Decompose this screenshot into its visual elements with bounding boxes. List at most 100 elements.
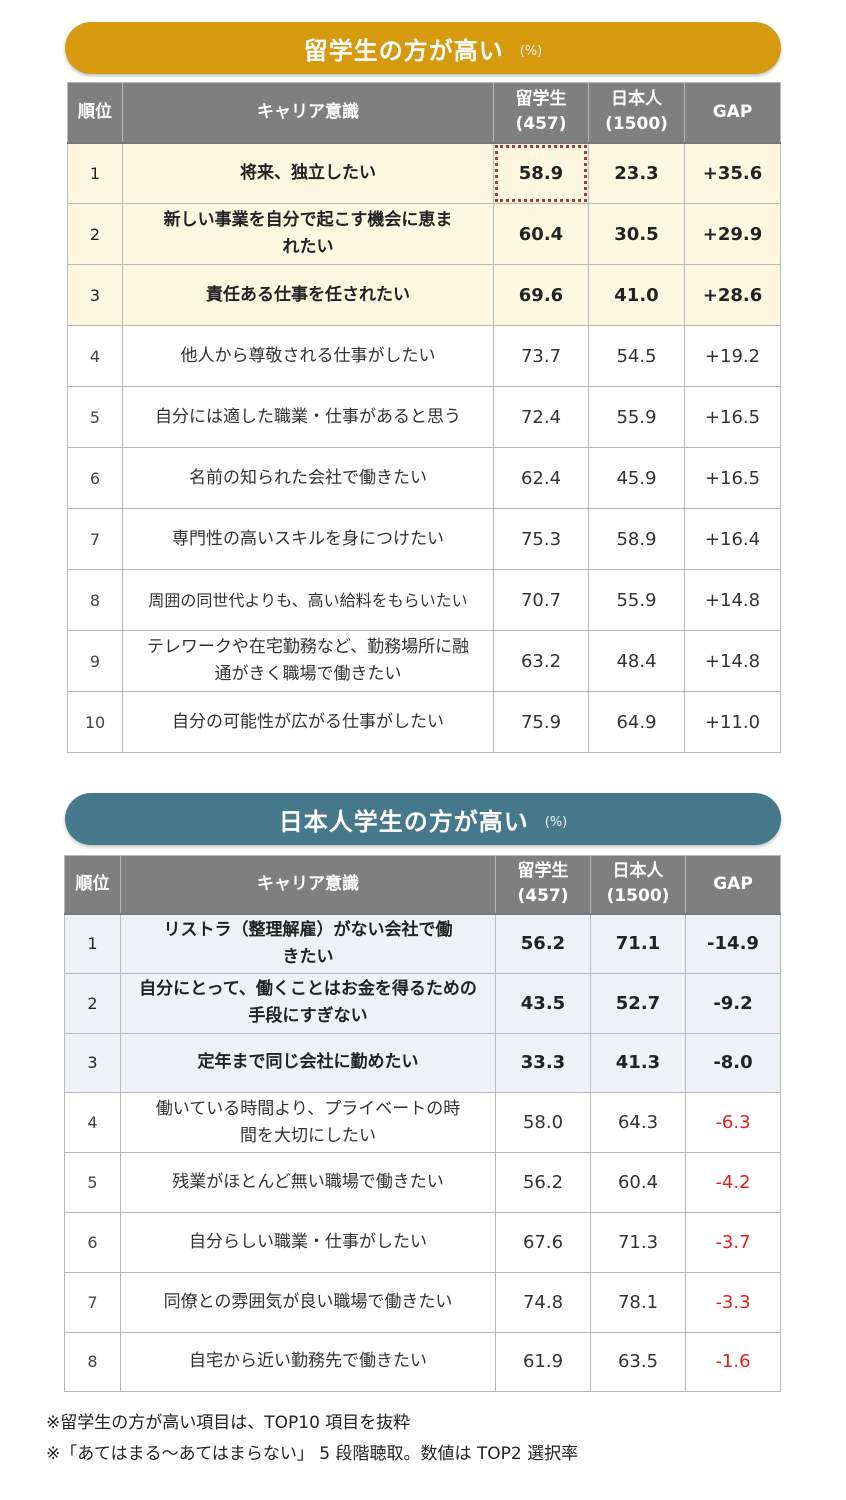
table-row: 6 自分らしい職業・仕事がしたい 67.6 71.3 -3.7 — [64, 1211, 781, 1273]
row-item: テレワークや在宅勤務など、勤務場所に融通がきく職場で働きたい — [122, 630, 494, 692]
row-rank: 3 — [64, 1032, 121, 1094]
row-rank: 7 — [67, 508, 123, 570]
row-item: 名前の知られた会社で働きたい — [122, 447, 494, 509]
row-gap-value: +11.0 — [684, 691, 781, 753]
row-jp-value: 41.3 — [590, 1032, 686, 1094]
row-gap-value: +16.5 — [684, 386, 781, 448]
section1-unit: (%) — [519, 43, 543, 59]
row-gap-value: +29.9 — [684, 203, 781, 265]
header-jp-label: 日本人 — [612, 861, 664, 882]
row-gap-value: +16.4 — [684, 508, 781, 570]
row-intl-value: 75.9 — [493, 691, 589, 753]
table-row: 2 自分にとって、働くことはお金を得るための手段にすぎない 43.5 52.7 … — [64, 972, 781, 1034]
row-intl-value: 67.6 — [495, 1211, 591, 1273]
row-item: 自分の可能性が広がる仕事がしたい — [122, 691, 494, 753]
row-gap-value: +28.6 — [684, 264, 781, 326]
header-item: キャリア意識 — [120, 855, 496, 914]
row-item: 周囲の同世代よりも、高い給料をもらいたい — [122, 569, 494, 631]
header-jp: 日本人 (1500) — [588, 82, 685, 143]
section1-title: 留学生の方が高い — [303, 36, 504, 65]
row-intl-value: 70.7 — [493, 569, 589, 631]
table-row: 5 自分には適した職業・仕事があると思う 72.4 55.9 +16.5 — [67, 386, 781, 448]
header-intl-n: (457) — [515, 114, 567, 135]
row-gap-value: +35.6 — [684, 141, 781, 204]
header-intl: 留学生 (457) — [493, 82, 589, 143]
section2-unit: (%) — [544, 814, 568, 830]
header-gap: GAP — [684, 82, 781, 143]
row-intl-value: 62.4 — [493, 447, 589, 509]
section2-title: 日本人学生の方が高い — [278, 807, 529, 836]
footnote: ※「あてはまる～あてはまらない」 5 段階聴取。数値は TOP2 選択率 — [46, 1444, 579, 1464]
row-jp-value: 52.7 — [590, 972, 686, 1034]
row-jp-value: 54.5 — [588, 325, 685, 387]
row-jp-value: 55.9 — [588, 569, 685, 631]
row-jp-value: 58.9 — [588, 508, 685, 570]
row-item: 働いている時間より、プライベートの時間を大切にしたい — [120, 1092, 496, 1154]
row-intl-value: 63.2 — [493, 630, 589, 692]
table-row: 10 自分の可能性が広がる仕事がしたい 75.9 64.9 +11.0 — [67, 691, 781, 753]
row-gap-value: -4.2 — [685, 1152, 781, 1213]
table-row: 6 名前の知られた会社で働きたい 62.4 45.9 +16.5 — [67, 447, 781, 509]
row-gap-value: -3.7 — [685, 1211, 781, 1273]
row-rank: 7 — [64, 1271, 121, 1333]
row-gap-value: -9.2 — [685, 972, 781, 1034]
row-item: 残業がほとんど無い職場で働きたい — [120, 1152, 496, 1213]
table-international-higher: 順位 キャリア意識 留学生 (457) 日本人 (1500) GAP 1 将来、… — [67, 82, 781, 753]
row-intl-value: 75.3 — [493, 508, 589, 570]
row-intl-value: 58.0 — [495, 1092, 591, 1154]
row-intl-value: 33.3 — [495, 1032, 591, 1094]
table-row: 1 リストラ（整理解雇）がない会社で働きたい 56.2 71.1 -14.9 — [64, 912, 781, 974]
row-intl-value: 58.9 — [493, 141, 589, 204]
row-jp-value: 71.3 — [590, 1211, 686, 1273]
table-header-row: 順位 キャリア意識 留学生 (457) 日本人 (1500) GAP — [67, 82, 781, 143]
row-gap-value: +14.8 — [684, 630, 781, 692]
header-jp-n: (1500) — [606, 886, 670, 907]
header-rank: 順位 — [64, 855, 121, 914]
row-gap-value: +14.8 — [684, 569, 781, 631]
row-item: リストラ（整理解雇）がない会社で働きたい — [120, 912, 496, 974]
row-item: 専門性の高いスキルを身につけたい — [122, 508, 494, 570]
table-row: 8 周囲の同世代よりも、高い給料をもらいたい 70.7 55.9 +14.8 — [67, 569, 781, 631]
row-intl-value: 60.4 — [493, 203, 589, 265]
row-rank: 6 — [64, 1211, 121, 1273]
row-gap-value: -6.3 — [685, 1092, 781, 1154]
row-intl-value: 43.5 — [495, 972, 591, 1034]
row-jp-value: 23.3 — [588, 141, 685, 204]
table-row: 2 新しい事業を自分で起こす機会に恵まれたい 60.4 30.5 +29.9 — [67, 203, 781, 265]
table-row: 3 責任ある仕事を任されたい 69.6 41.0 +28.6 — [67, 264, 781, 326]
row-jp-value: 41.0 — [588, 264, 685, 326]
row-rank: 8 — [64, 1331, 121, 1393]
row-gap-value: -3.3 — [685, 1271, 781, 1333]
footnotes: ※留学生の方が高い項目は、TOP10 項目を抜粋 ※「あてはまる～あてはまらない… — [46, 1408, 578, 1470]
row-jp-value: 60.4 — [590, 1152, 686, 1213]
row-rank: 4 — [64, 1092, 121, 1154]
row-intl-value: 61.9 — [495, 1331, 591, 1393]
section1-banner: 留学生の方が高い (%) — [65, 22, 781, 74]
row-rank: 2 — [67, 203, 123, 265]
header-rank: 順位 — [67, 82, 123, 143]
row-jp-value: 71.1 — [590, 912, 686, 974]
row-intl-value: 56.2 — [495, 1152, 591, 1213]
row-jp-value: 63.5 — [590, 1331, 686, 1393]
row-rank: 8 — [67, 569, 123, 631]
row-gap-value: -1.6 — [685, 1331, 781, 1393]
table-row: 4 働いている時間より、プライベートの時間を大切にしたい 58.0 64.3 -… — [64, 1092, 781, 1154]
row-item: 他人から尊敬される仕事がしたい — [122, 325, 494, 387]
row-intl-value: 69.6 — [493, 264, 589, 326]
row-item: 定年まで同じ会社に勤めたい — [120, 1032, 496, 1094]
row-gap-value: +19.2 — [684, 325, 781, 387]
row-jp-value: 64.3 — [590, 1092, 686, 1154]
header-intl-label: 留学生 — [515, 89, 567, 110]
table-row: 8 自宅から近い勤務先で働きたい 61.9 63.5 -1.6 — [64, 1331, 781, 1393]
table-row: 3 定年まで同じ会社に勤めたい 33.3 41.3 -8.0 — [64, 1032, 781, 1094]
row-item: 自分にとって、働くことはお金を得るための手段にすぎない — [120, 972, 496, 1034]
header-jp: 日本人 (1500) — [590, 855, 686, 914]
row-item: 新しい事業を自分で起こす機会に恵まれたい — [122, 203, 494, 265]
row-jp-value: 48.4 — [588, 630, 685, 692]
row-jp-value: 78.1 — [590, 1271, 686, 1333]
table-row: 9 テレワークや在宅勤務など、勤務場所に融通がきく職場で働きたい 63.2 48… — [67, 630, 781, 692]
row-intl-value: 72.4 — [493, 386, 589, 448]
row-item: 自分らしい職業・仕事がしたい — [120, 1211, 496, 1273]
row-rank: 6 — [67, 447, 123, 509]
row-gap-value: -8.0 — [685, 1032, 781, 1094]
